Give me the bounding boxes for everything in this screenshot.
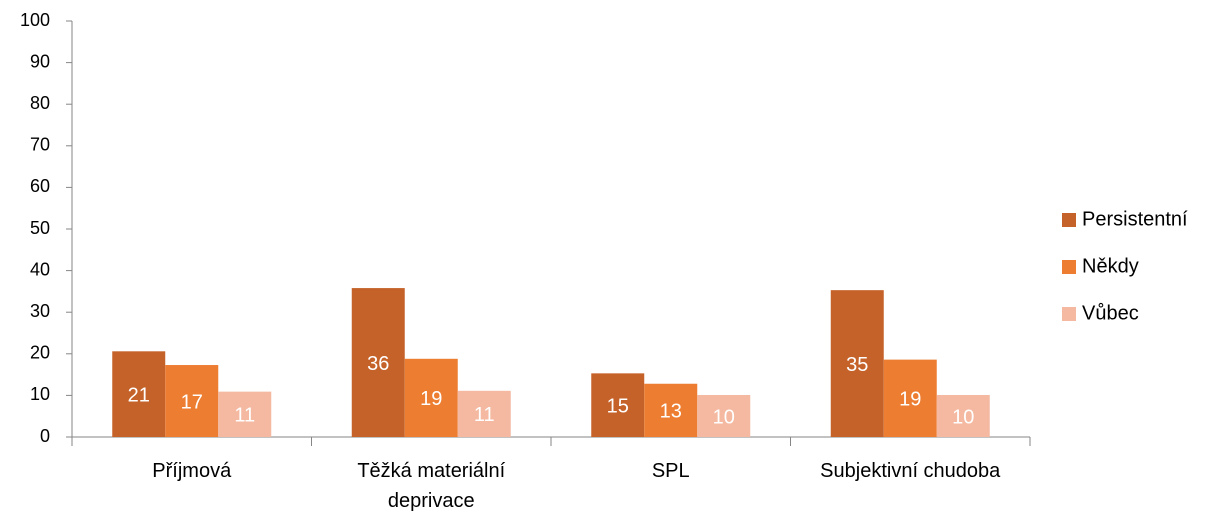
y-tick-label: 70 [30,135,50,155]
value-label: 17 [181,391,203,413]
y-tick-label: 10 [30,384,50,404]
bar [697,394,751,437]
x-tick-label: Subjektivní chudoba [820,460,1001,482]
bar [830,290,884,437]
bar [404,358,458,437]
value-label: 10 [713,406,735,428]
x-tick-label: SPL [651,460,690,482]
bar [218,391,272,437]
y-tick-label: 20 [30,343,50,363]
bar [351,288,405,437]
value-label: 10 [952,406,974,428]
bar [457,390,511,437]
y-tick-label: 100 [20,10,50,30]
x-tick-label: Těžká materiální deprivace [357,460,506,512]
value-label: 35 [846,354,868,376]
y-tick-label: 0 [40,426,50,446]
legend-swatch [1062,260,1076,274]
value-label: 19 [899,389,921,411]
value-label: 15 [607,395,629,417]
bar [883,359,937,437]
legend-label: Někdy [1082,255,1139,277]
value-label: 36 [367,353,389,375]
y-tick-label: 30 [30,301,50,321]
y-tick-label: 60 [30,176,50,196]
y-tick-label: 80 [30,93,50,113]
value-label: 11 [474,404,495,426]
bar [644,383,698,437]
x-tick-label: Příjmová [152,460,232,482]
y-tick-label: 40 [30,259,50,279]
y-tick-label: 50 [30,218,50,238]
legend-swatch [1062,213,1076,227]
value-label: 21 [128,384,150,406]
legend-swatch [1062,307,1076,321]
bar [591,373,645,437]
y-tick-label: 90 [30,51,50,71]
bar [936,394,990,437]
legend-label: Vůbec [1082,302,1139,324]
value-label: 11 [234,405,255,427]
value-label: 13 [660,401,682,423]
bar [112,351,166,437]
bar [165,365,219,437]
legend-label: Persistentní [1082,208,1188,230]
value-label: 19 [420,388,442,410]
